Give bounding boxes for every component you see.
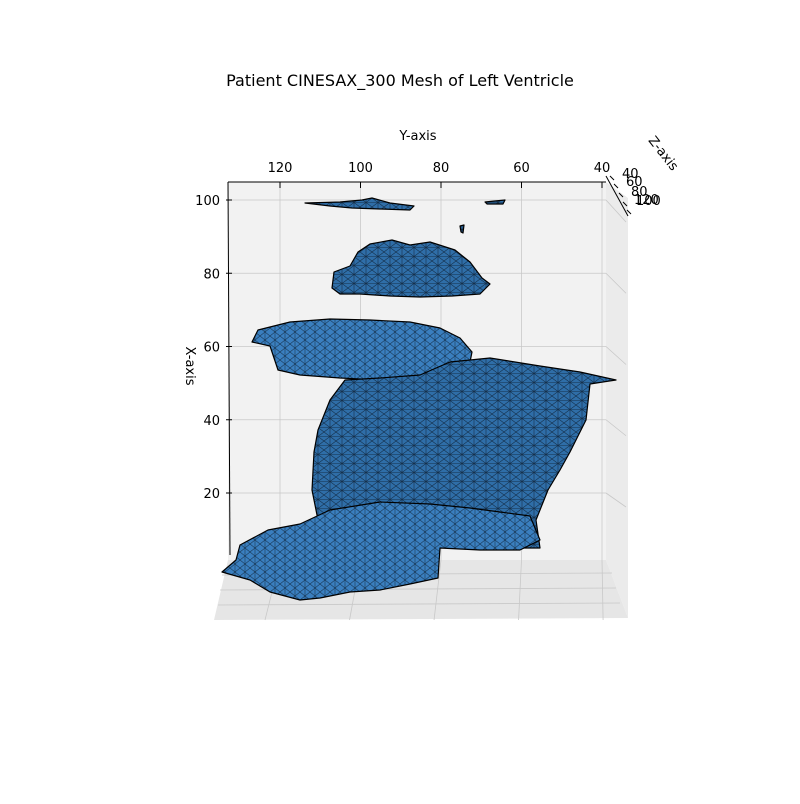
z-tick-label: 80 — [631, 185, 648, 200]
mesh-fragment-small — [484, 199, 506, 205]
x-tick-label: 100 — [195, 194, 220, 209]
z-tick-label: 100 — [636, 194, 661, 209]
x-tick-label: 20 — [203, 487, 220, 502]
grid-line-x-side — [605, 272, 627, 294]
grid-line-y-floor — [601, 559, 604, 621]
z-tick-label: 40 — [622, 167, 639, 182]
mesh-slab-upper — [331, 239, 491, 298]
z-tick-label: 120 — [634, 193, 659, 208]
grid-line-y-floor — [518, 559, 522, 621]
z-tick-label: 60 — [626, 175, 643, 190]
mesh-fragment-top — [304, 197, 415, 211]
mesh-slab-middle — [251, 318, 473, 381]
y-tick-label: 100 — [348, 161, 373, 176]
x-tick-label: 40 — [203, 414, 220, 429]
grid-line-x-side — [605, 199, 627, 223]
grid-line-y-floor — [433, 559, 442, 621]
x-tick-label: 60 — [203, 341, 220, 356]
z-tick-mark — [626, 209, 632, 215]
mesh-slab-base — [221, 501, 541, 601]
z-axis-label: Z-axis — [645, 134, 681, 174]
mesh-fragment-small — [459, 224, 465, 234]
grid-line-z-floor — [217, 602, 621, 606]
mesh-surface — [221, 197, 617, 601]
right-pane — [606, 182, 628, 618]
y-tick-label: 80 — [433, 161, 450, 176]
z-axis-line — [605, 175, 629, 217]
x-axis-line — [227, 181, 231, 556]
z-tick-mark — [609, 175, 615, 181]
x-axis-label: X-axis — [182, 347, 197, 386]
y-tick-label: 120 — [268, 161, 293, 176]
z-tick-mark — [613, 183, 619, 189]
x-tick-label: 80 — [203, 267, 220, 282]
grid-line-x-side — [605, 492, 627, 508]
chart-title: Patient CINESAX_300 Mesh of Left Ventric… — [226, 71, 574, 90]
grid-line-x-side — [605, 346, 627, 365]
y-tick-label: 40 — [594, 161, 611, 176]
grid-line-x-side — [605, 419, 627, 437]
z-tick-mark — [622, 201, 628, 207]
y-tick-label: 60 — [513, 161, 530, 176]
z-tick-mark — [618, 192, 624, 198]
y-axis-label: Y-axis — [398, 129, 436, 144]
